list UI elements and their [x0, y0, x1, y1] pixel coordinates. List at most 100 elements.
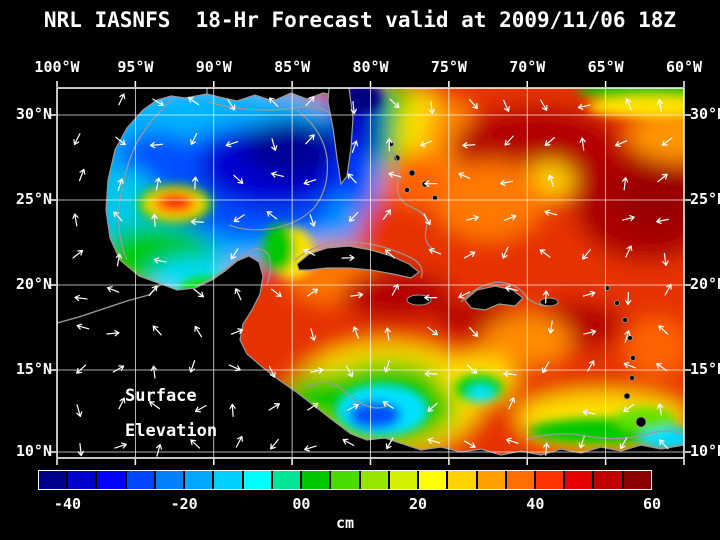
vector-arrow — [508, 397, 516, 410]
vector-arrow — [303, 179, 317, 186]
vector-arrow — [385, 437, 394, 450]
vector-arrow — [384, 249, 395, 259]
lon-label: 90°W — [195, 58, 232, 76]
annotation-elevation: Elevation — [125, 421, 217, 441]
vector-arrow — [661, 137, 673, 146]
vector-arrow — [656, 363, 668, 372]
vector-arrow — [504, 285, 518, 292]
lon-label: 70°W — [509, 58, 546, 76]
vector-arrow — [149, 141, 163, 149]
vector-arrow — [190, 439, 201, 449]
vector-arrow — [234, 288, 242, 301]
vector-arrow — [190, 133, 198, 145]
vector-arrow — [306, 288, 319, 297]
vector-arrow — [619, 437, 628, 450]
ssh-blob — [342, 270, 452, 320]
vector-arrow — [625, 98, 632, 111]
lon-label: 100°W — [34, 58, 80, 76]
vector-arrow — [389, 98, 400, 109]
forecast-map: Surface Elevation — [50, 81, 691, 465]
vector-arrow — [305, 134, 315, 145]
vector-arrow — [658, 325, 669, 335]
vector-arrow — [341, 254, 355, 262]
vector-arrow — [233, 174, 244, 184]
vector-arrow — [194, 325, 202, 338]
lon-label: 65°W — [587, 58, 624, 76]
vector-arrow — [625, 245, 633, 258]
lat-label: 20°N — [690, 275, 720, 293]
vector-arrow — [504, 135, 514, 146]
lat-label: 30°N — [15, 105, 52, 123]
small-island — [627, 335, 633, 341]
lat-label: 30°N — [690, 105, 720, 123]
vector-arrow — [118, 397, 126, 410]
vector-arrow — [656, 403, 664, 417]
colorbar-segment — [389, 471, 418, 489]
vector-arrow — [458, 172, 471, 180]
colorbar-tick-label: 60 — [642, 495, 662, 513]
small-island — [404, 187, 410, 193]
ssh-blob — [161, 195, 189, 209]
vector-arrow — [193, 288, 204, 298]
colorbar-tick-label: -40 — [53, 495, 82, 513]
small-island — [629, 375, 635, 381]
vector-arrow — [151, 213, 158, 227]
vector-arrow — [624, 291, 632, 306]
vector-arrow — [269, 97, 279, 108]
vector-arrow — [420, 140, 433, 148]
vector-arrow — [623, 361, 637, 369]
vector-arrow — [468, 98, 479, 109]
vector-arrow — [228, 364, 241, 372]
colorbar-tick-label: 40 — [526, 495, 545, 513]
small-island — [622, 317, 628, 323]
vector-arrow — [614, 140, 628, 147]
vector-arrow — [310, 367, 324, 374]
vector-arrow — [188, 97, 200, 106]
vector-arrow — [539, 249, 551, 258]
vector-arrow — [268, 365, 276, 378]
vector-arrow — [427, 402, 438, 412]
vector-arrow — [542, 290, 550, 304]
vector-arrow — [310, 328, 317, 341]
vector-arrow — [115, 136, 126, 146]
colorbar-segment — [419, 471, 447, 489]
vector-arrow — [383, 359, 390, 373]
vector-arrow — [152, 98, 164, 107]
colorbar-unit: cm — [335, 514, 355, 532]
vector-arrow — [428, 247, 442, 255]
small-island — [630, 355, 636, 361]
vector-arrow — [271, 138, 278, 151]
vector-arrow — [350, 101, 357, 115]
land-polygon — [296, 245, 420, 279]
contour-line — [118, 99, 173, 261]
small-island — [408, 169, 416, 177]
vector-arrow — [664, 283, 672, 296]
vector-arrow — [270, 288, 282, 298]
small-island — [614, 300, 620, 306]
vector-arrow — [307, 402, 319, 411]
vector-arrow — [466, 364, 478, 374]
contour-line — [194, 248, 272, 287]
vector-arrow — [268, 403, 280, 411]
colorbar-segment — [477, 471, 505, 489]
lon-label: 75°W — [430, 58, 467, 76]
vector-arrow — [270, 438, 279, 450]
colorbar-tick-label: -20 — [170, 495, 198, 513]
vector-arrow — [350, 291, 364, 299]
vector-arrow — [621, 214, 635, 222]
vector-arrow — [657, 173, 668, 183]
vector-arrow — [304, 445, 317, 452]
vector-arrow — [547, 174, 555, 188]
colorbar-segment — [331, 471, 359, 489]
vector-arrow — [73, 133, 81, 146]
vector-arrow — [656, 217, 669, 225]
contour-line — [228, 109, 329, 231]
vector-arrow — [106, 330, 120, 337]
small-island — [432, 195, 438, 201]
vector-arrow — [77, 443, 84, 457]
colorbar-segment — [185, 471, 213, 489]
ssh-blob — [641, 428, 684, 450]
colorbar-segment — [565, 471, 593, 489]
vector-arrow — [190, 218, 204, 225]
